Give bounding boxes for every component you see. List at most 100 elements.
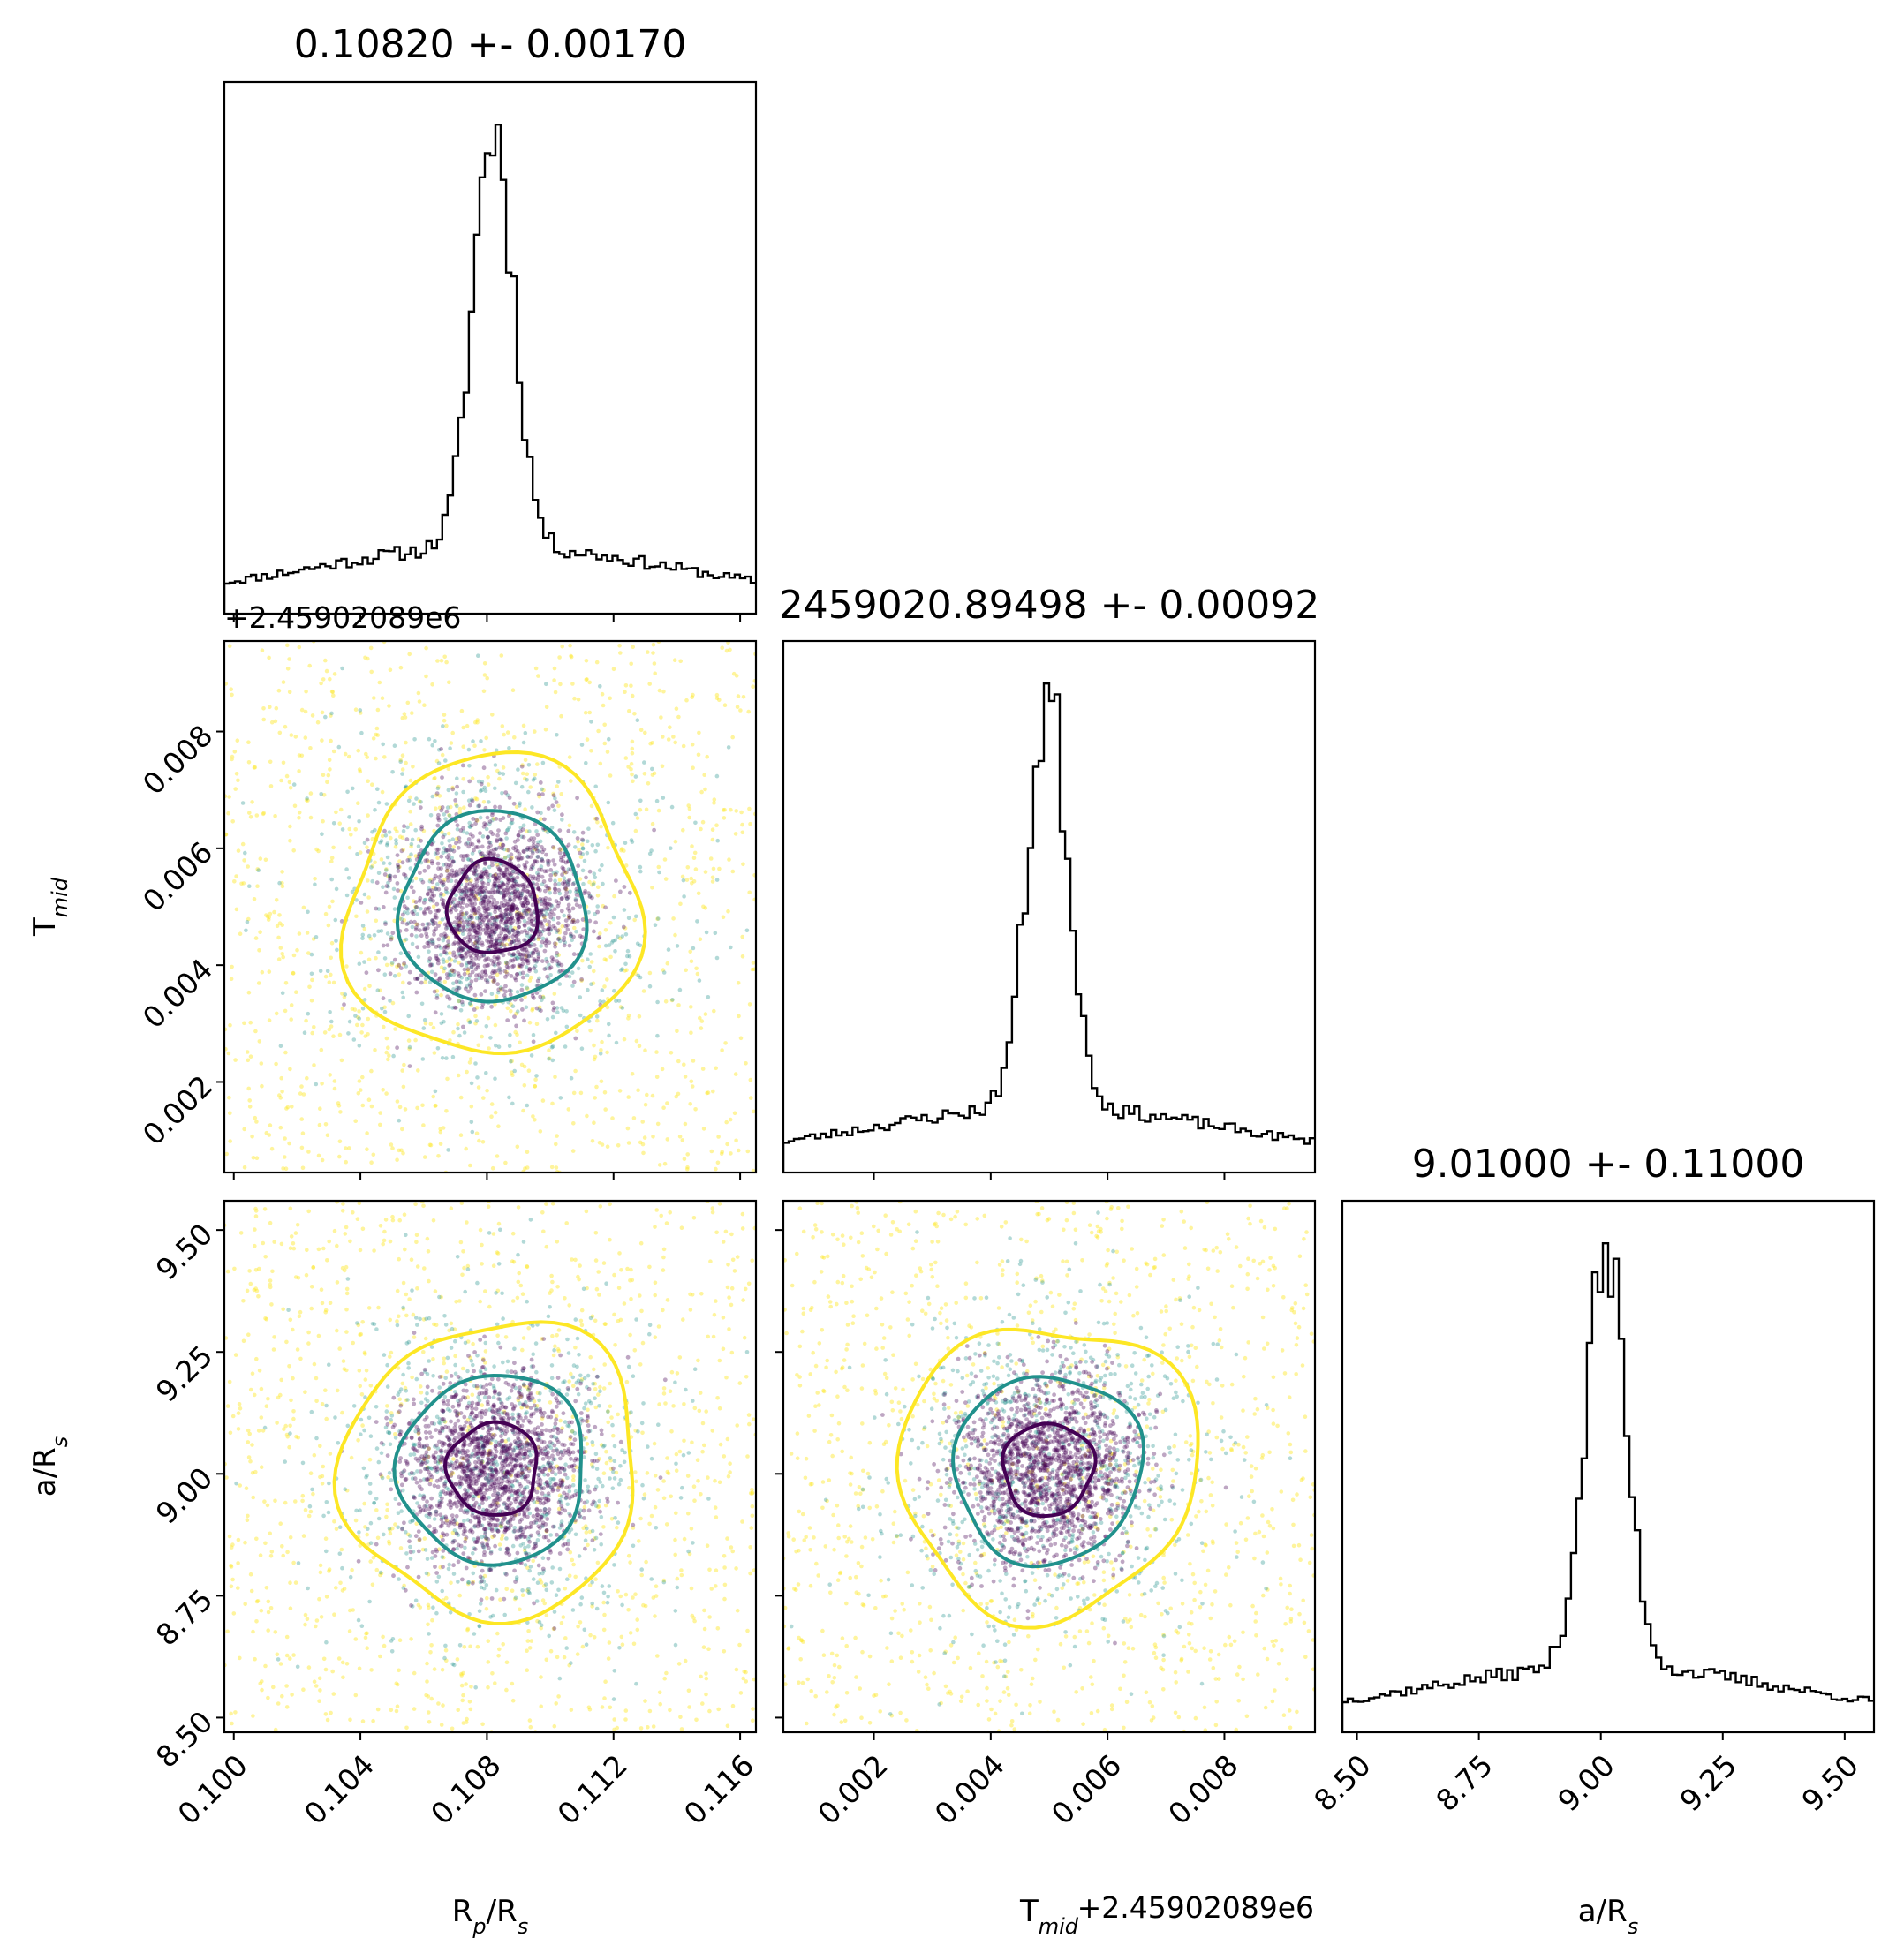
- sample-point: [525, 1648, 529, 1653]
- sample-point: [486, 853, 491, 858]
- histogram-steps: [783, 682, 1315, 1173]
- sample-point: [268, 1606, 274, 1610]
- sample-point: [508, 908, 513, 913]
- sample-point: [512, 839, 518, 844]
- sample-point: [472, 894, 477, 899]
- sample-point: [674, 706, 679, 711]
- sample-point: [369, 1668, 374, 1672]
- sample-point: [230, 964, 234, 969]
- sample-point: [522, 1548, 527, 1553]
- sample-point: [460, 956, 465, 961]
- sample-point: [706, 1090, 711, 1095]
- sample-point: [278, 1662, 283, 1666]
- sample-point: [508, 921, 513, 926]
- sample-point: [553, 890, 557, 895]
- sample-point: [688, 1102, 692, 1106]
- sample-point: [477, 1138, 481, 1143]
- sample-point: [490, 904, 495, 909]
- sample-point: [264, 1316, 269, 1322]
- sample-point: [549, 955, 555, 960]
- sample-point: [444, 660, 449, 665]
- sample-point: [566, 1107, 571, 1112]
- sample-point: [544, 939, 549, 944]
- sample-point: [512, 1526, 518, 1530]
- sample-point: [499, 1525, 504, 1530]
- sample-point: [586, 1542, 590, 1548]
- sample-point: [301, 1092, 306, 1097]
- sample-point: [587, 964, 592, 969]
- sample-point: [601, 1525, 606, 1529]
- sample-point: [516, 863, 521, 869]
- sample-point: [316, 1333, 321, 1338]
- sample-point: [529, 1384, 534, 1388]
- sample-point: [412, 1494, 416, 1499]
- sample-point: [536, 952, 540, 956]
- sample-point: [508, 924, 513, 930]
- sample-point: [449, 909, 454, 915]
- sample-point: [609, 940, 615, 945]
- sample-point: [453, 1518, 457, 1522]
- sample-point: [273, 1727, 278, 1732]
- sample-point: [295, 1223, 300, 1227]
- sample-point: [578, 1620, 583, 1625]
- sample-point: [533, 1341, 539, 1346]
- sample-point: [538, 994, 543, 999]
- sample-point: [472, 992, 478, 998]
- sample-point: [567, 823, 572, 828]
- sample-point: [355, 1217, 360, 1221]
- sample-point: [382, 1005, 387, 1010]
- sample-point: [504, 1474, 510, 1479]
- sample-point: [466, 1018, 471, 1022]
- sample-point: [506, 848, 511, 853]
- sample-point: [612, 1727, 616, 1732]
- sample-point: [319, 1047, 324, 1052]
- sample-point: [378, 1122, 382, 1127]
- sample-point: [461, 896, 466, 901]
- sample-point: [425, 1465, 430, 1470]
- sample-point: [603, 905, 608, 910]
- sample-point: [505, 1006, 510, 1011]
- sample-point: [280, 880, 284, 886]
- sample-point: [664, 1221, 669, 1225]
- sample-point: [485, 815, 490, 820]
- sample-point: [395, 1704, 400, 1708]
- sample-point: [234, 874, 238, 878]
- sample-point: [597, 1141, 602, 1145]
- sample-point: [329, 1024, 334, 1029]
- sample-point: [569, 933, 573, 939]
- sample-point: [437, 1547, 442, 1551]
- sample-point: [256, 868, 261, 872]
- sample-point: [293, 1231, 298, 1235]
- sample-point: [338, 1110, 343, 1114]
- sample-point: [238, 1231, 244, 1235]
- sample-point: [681, 827, 685, 833]
- sample-point: [654, 1594, 659, 1598]
- sample-point: [568, 931, 573, 937]
- sample-point: [704, 930, 709, 935]
- sample-point: [379, 929, 384, 933]
- sample-point: [446, 1148, 450, 1152]
- sample-point: [360, 1226, 366, 1232]
- sample-point: [401, 1280, 406, 1286]
- sample-point: [483, 931, 488, 936]
- sample-point: [253, 1209, 259, 1213]
- sample-point: [518, 913, 524, 918]
- sample-point: [535, 1486, 540, 1491]
- sample-point: [510, 928, 516, 933]
- sample-point: [437, 805, 442, 811]
- sample-point: [457, 1643, 463, 1648]
- sample-point: [258, 1553, 263, 1557]
- sample-point: [717, 698, 722, 703]
- sample-point: [226, 811, 230, 816]
- sample-point: [520, 947, 525, 952]
- sample-point: [653, 923, 658, 927]
- sample-point: [702, 773, 706, 777]
- sample-point: [499, 901, 504, 906]
- sample-point: [525, 1440, 530, 1444]
- sample-point: [388, 1239, 393, 1244]
- sample-point: [247, 884, 252, 888]
- sample-point: [504, 920, 509, 925]
- sample-point: [682, 1157, 687, 1162]
- sample-point: [647, 1331, 652, 1337]
- sample-point: [607, 1584, 612, 1588]
